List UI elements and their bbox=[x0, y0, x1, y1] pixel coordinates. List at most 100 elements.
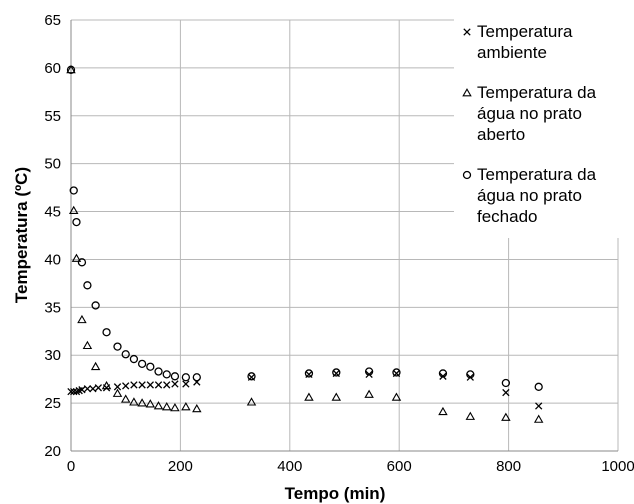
data-point-x bbox=[94, 384, 103, 392]
data-point-triangle bbox=[153, 401, 164, 410]
data-point-triangle bbox=[304, 392, 314, 401]
data-point-circle bbox=[129, 354, 139, 364]
data-point-triangle bbox=[101, 380, 112, 390]
data-point-circle bbox=[69, 186, 78, 195]
data-point-triangle bbox=[364, 389, 374, 398]
legend-background bbox=[454, 18, 630, 238]
data-point-circle bbox=[181, 373, 191, 382]
legend-entry: Temperatura da água no prato fechado bbox=[462, 165, 597, 226]
legend-label: Temperatura bbox=[477, 22, 573, 41]
x-tick-label: 600 bbox=[387, 458, 412, 475]
legend-entry: Temperatura da água no prato aberto bbox=[462, 83, 597, 144]
data-point-triangle bbox=[145, 399, 156, 408]
series-triangle bbox=[66, 64, 544, 423]
data-point-triangle bbox=[438, 406, 448, 416]
data-point-triangle bbox=[170, 402, 180, 412]
data-point-circle bbox=[501, 378, 511, 388]
data-point-x bbox=[113, 383, 122, 391]
data-point-circle bbox=[121, 350, 130, 359]
data-point-circle bbox=[364, 367, 374, 376]
legend-marker bbox=[462, 170, 472, 180]
data-point-triangle bbox=[533, 414, 544, 423]
x-tick-labels: 0 200 400 600 800 1000 bbox=[67, 458, 634, 475]
data-point-triangle bbox=[137, 398, 147, 407]
data-point-x bbox=[122, 382, 130, 390]
data-point-x bbox=[138, 381, 146, 389]
data-point-x bbox=[67, 387, 75, 396]
y-tick-label: 45 bbox=[44, 204, 61, 221]
data-point-circle bbox=[332, 368, 341, 377]
legend-marker bbox=[463, 28, 471, 36]
legend: Temperatura ambiente Temperatura da água no… bbox=[462, 22, 597, 226]
data-point-triangle bbox=[331, 392, 342, 401]
x-tick-label: 1000 bbox=[601, 458, 634, 475]
data-point-circle bbox=[77, 258, 87, 267]
data-points bbox=[66, 64, 544, 423]
x-axis-label: Tempo (min) bbox=[285, 484, 386, 503]
data-point-x bbox=[83, 385, 92, 393]
data-point-x bbox=[171, 380, 179, 388]
data-point-triangle bbox=[82, 340, 93, 350]
data-point-circle bbox=[534, 382, 543, 391]
data-point-triangle bbox=[77, 314, 87, 324]
y-tick-label: 20 bbox=[44, 443, 61, 460]
legend-entry: Temperatura ambiente bbox=[463, 22, 573, 62]
legend-label: Temperatura da bbox=[477, 83, 597, 102]
data-point-circle bbox=[91, 301, 100, 310]
data-point-circle bbox=[146, 362, 155, 371]
data-point-triangle bbox=[112, 388, 123, 397]
y-tick-label: 60 bbox=[44, 60, 61, 77]
data-point-triangle bbox=[90, 361, 101, 371]
data-point-circle bbox=[154, 367, 163, 376]
data-point-x bbox=[154, 381, 163, 389]
data-point-circle bbox=[72, 217, 81, 227]
data-point-circle bbox=[192, 373, 201, 382]
legend-label: água no prato bbox=[477, 186, 582, 205]
data-point-x bbox=[70, 387, 78, 396]
data-point-circle bbox=[170, 372, 180, 381]
y-tick-label: 50 bbox=[44, 156, 61, 173]
data-point-circle bbox=[438, 369, 448, 378]
data-point-circle bbox=[392, 368, 401, 377]
x-tick-label: 400 bbox=[277, 458, 302, 475]
series-circle bbox=[66, 65, 543, 391]
data-point-circle bbox=[304, 369, 314, 378]
data-point-circle bbox=[83, 281, 92, 290]
y-tick-labels: 20 25 30 35 40 45 50 55 60 65 bbox=[44, 12, 61, 460]
y-tick-label: 55 bbox=[44, 108, 61, 125]
y-tick-label: 65 bbox=[44, 12, 61, 29]
y-tick-label: 40 bbox=[44, 251, 61, 268]
y-axis-label: Temperatura (ºC) bbox=[12, 167, 31, 303]
data-point-x bbox=[78, 386, 86, 394]
data-point-triangle bbox=[66, 64, 76, 74]
data-point-circle bbox=[247, 372, 256, 381]
series-x bbox=[67, 369, 543, 410]
data-point-circle bbox=[113, 342, 122, 351]
data-point-circle bbox=[102, 328, 111, 337]
data-point-triangle bbox=[68, 205, 79, 214]
data-point-triangle bbox=[120, 394, 131, 403]
legend-label: água no prato bbox=[477, 104, 582, 123]
data-point-triangle bbox=[161, 402, 172, 411]
data-point-triangle bbox=[192, 403, 202, 413]
data-point-x bbox=[89, 385, 97, 393]
data-point-circle bbox=[137, 359, 147, 368]
data-point-triangle bbox=[246, 397, 257, 406]
data-point-triangle bbox=[181, 402, 191, 411]
axes bbox=[70, 20, 618, 452]
data-point-x bbox=[182, 380, 190, 388]
data-point-x bbox=[535, 402, 543, 410]
y-tick-label: 35 bbox=[44, 299, 61, 316]
data-point-x bbox=[146, 381, 154, 389]
data-point-triangle bbox=[391, 392, 402, 401]
data-point-circle bbox=[162, 370, 171, 379]
x-tick-label: 800 bbox=[496, 458, 521, 475]
legend-marker bbox=[462, 88, 472, 97]
legend-label: fechado bbox=[477, 207, 538, 226]
y-tick-label: 25 bbox=[44, 395, 61, 412]
data-point-x bbox=[163, 381, 171, 389]
data-point-triangle bbox=[129, 397, 139, 406]
x-tick-label: 200 bbox=[168, 458, 193, 475]
data-point-x bbox=[502, 388, 510, 397]
data-point-circle bbox=[466, 370, 475, 379]
